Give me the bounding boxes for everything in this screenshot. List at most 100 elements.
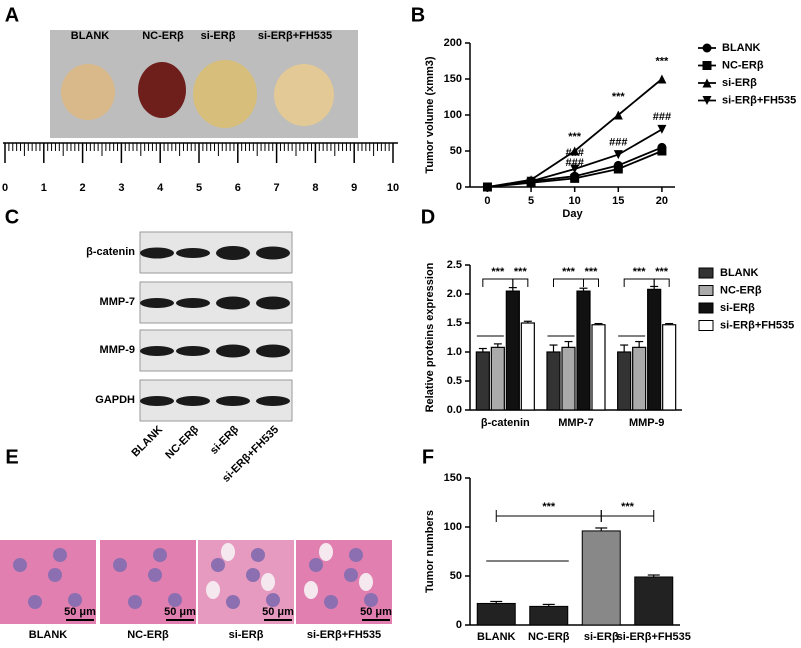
y-tick-label: 50 (450, 570, 462, 582)
bracket (600, 510, 655, 522)
bar (520, 322, 535, 411)
ruler-label: 2 (80, 182, 86, 194)
scale-bar-label: 50 μm (164, 606, 196, 618)
significance-label: *** (655, 266, 669, 278)
protein-label: β-catenin (86, 246, 135, 258)
y-tick-label: 100 (444, 109, 462, 121)
lesion (344, 568, 358, 582)
lesion (309, 558, 323, 572)
legend-swatch (698, 302, 714, 314)
y-tick-label: 1.0 (447, 346, 462, 358)
photo-label: NC-ERβ (142, 30, 184, 42)
bar (581, 530, 621, 626)
bar (591, 324, 606, 411)
vessel (206, 581, 220, 599)
significance-label: *** (621, 501, 635, 513)
significance-label: *** (542, 501, 556, 513)
marker (570, 146, 580, 156)
y-tick-label: 2.0 (447, 288, 462, 300)
legend-label: BLANK (722, 42, 761, 54)
y-tick-label: 0 (456, 181, 462, 193)
histology-image (0, 540, 96, 624)
blot-band (140, 396, 174, 406)
ruler-label: 8 (312, 182, 318, 194)
lesion (153, 548, 167, 562)
blot-band (176, 346, 210, 356)
y-tick-label: 100 (444, 521, 462, 533)
legend-label: si-ERβ (720, 302, 755, 314)
ruler-label: 6 (235, 182, 241, 194)
y-tick-label: 0 (456, 619, 462, 631)
tumor (61, 64, 115, 120)
y-tick-label: 150 (444, 472, 462, 484)
blot-band (140, 346, 174, 356)
y-tick-label: 0.5 (447, 375, 462, 387)
x-tick-label: 0 (484, 195, 490, 207)
marker (613, 110, 623, 120)
significance-label: ### (609, 136, 627, 148)
bar (529, 605, 569, 626)
legend-marker (702, 61, 712, 70)
lesion (349, 548, 363, 562)
x-axis-label: Day (562, 208, 583, 220)
significance-label: *** (568, 131, 582, 143)
x-tick-label: NC-ERβ (528, 631, 570, 643)
lesion (113, 558, 127, 572)
photo-label: si-ERβ+FH535 (258, 30, 332, 42)
bar (475, 351, 490, 411)
marker (657, 146, 667, 156)
lesion (211, 558, 225, 572)
bar (662, 324, 677, 411)
vessel (359, 573, 373, 591)
group-label: NC-ERβ (127, 629, 169, 641)
y-tick-label: 1.5 (447, 317, 462, 329)
y-tick-label: 50 (450, 145, 462, 157)
ruler-label: 5 (196, 182, 202, 194)
x-tick-label: 20 (656, 195, 668, 207)
bracket (653, 278, 670, 287)
legend-marker (702, 96, 712, 105)
legend-marker (702, 78, 712, 88)
significance-label: ### (566, 157, 584, 169)
legend-marker (702, 43, 712, 53)
significance-label: *** (562, 266, 576, 278)
x-tick-label: si-ERβ (584, 631, 619, 643)
blot-band (176, 396, 210, 406)
group-label: si-ERβ (229, 629, 264, 641)
x-tick-label: 5 (528, 195, 534, 207)
panel-label: E (5, 446, 18, 468)
legend-label: si-ERβ+FH535 (722, 94, 796, 106)
bar (476, 602, 516, 626)
significance-label: *** (514, 266, 528, 278)
significance-label: *** (491, 266, 505, 278)
tumor-photos (61, 60, 334, 128)
vessel (319, 543, 333, 561)
tumor (138, 62, 186, 118)
legend-label: BLANK (720, 267, 759, 279)
lesion (68, 593, 82, 607)
legend-label: si-ERβ (722, 77, 757, 89)
group-label: si-ERβ+FH535 (307, 629, 381, 641)
y-tick-label: 0.0 (447, 404, 462, 416)
marker (657, 124, 667, 134)
bar (561, 346, 576, 411)
panel-label: A (5, 4, 19, 26)
blot-band (176, 248, 210, 258)
panel-label: D (421, 206, 435, 228)
legend-label: NC-ERβ (720, 284, 762, 296)
tumor (193, 60, 257, 128)
legend-label: NC-ERβ (722, 59, 764, 71)
blot-band (256, 246, 290, 260)
x-tick-label: BLANK (477, 631, 516, 643)
photo-label: BLANK (71, 30, 110, 42)
scale-bar-label: 50 μm (360, 606, 392, 618)
y-axis-label: Tumor numbers (424, 510, 436, 593)
marker (570, 173, 580, 183)
lesion (53, 548, 67, 562)
x-tick-label: MMP-7 (558, 417, 593, 429)
y-axis-label: Tumor volume (xmm3) (424, 56, 436, 173)
scale-bar-label: 50 μm (64, 606, 96, 618)
significance-label: *** (655, 56, 669, 68)
legend-swatch (698, 267, 714, 279)
